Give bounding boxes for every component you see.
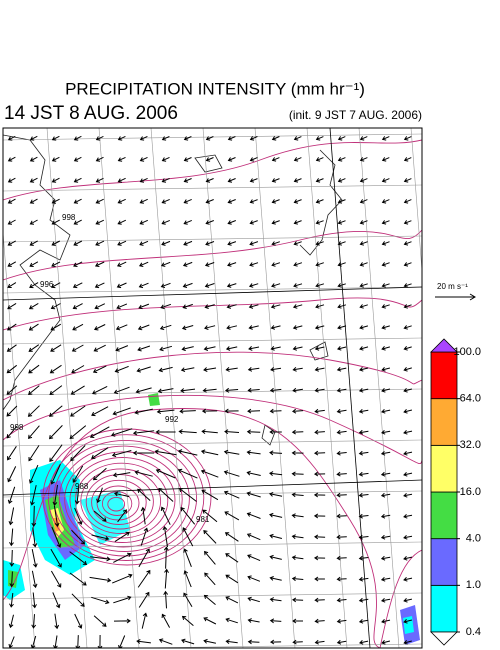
meridian xyxy=(3,228,36,648)
major-parallel xyxy=(3,479,422,496)
parallel xyxy=(3,592,422,600)
isobar xyxy=(379,549,422,648)
isobar-label: 992 xyxy=(165,415,179,424)
isobar xyxy=(3,351,422,401)
coastline xyxy=(299,149,343,256)
map-title: PRECIPITATION INTENSITY (mm hr⁻¹) xyxy=(65,79,365,98)
isobar xyxy=(64,451,183,548)
map-frame xyxy=(2,127,423,649)
major-parallel xyxy=(3,286,422,301)
parallel xyxy=(3,184,422,192)
parallel xyxy=(3,490,422,498)
meridian xyxy=(46,128,88,648)
colorbar-label: 32.0 xyxy=(460,439,481,451)
colorbar-segment xyxy=(430,491,458,540)
colorbar-segment xyxy=(430,351,458,400)
isobar xyxy=(58,445,190,552)
isobar xyxy=(91,479,147,525)
colorbar-label: 1.0 xyxy=(466,579,481,591)
island xyxy=(309,341,329,361)
colorbar-segment xyxy=(430,444,458,493)
major-grid xyxy=(3,128,422,648)
isobar xyxy=(80,468,162,534)
isobar xyxy=(3,394,422,464)
reference-vector-label: 20 m s⁻¹ xyxy=(437,282,468,291)
parallel xyxy=(3,541,422,549)
isobar xyxy=(96,485,140,521)
parallel xyxy=(121,643,422,648)
map-area: 998 996 998 988 981 992 xyxy=(3,128,422,648)
meridian xyxy=(98,128,140,648)
isobar-label: 988 xyxy=(75,482,89,491)
init-time: (init. 9 JST 7 AUG. 2006) xyxy=(289,108,422,122)
colorbar-label: 16.0 xyxy=(460,486,481,498)
isobar xyxy=(3,229,422,281)
colorbar-label: 100.0 xyxy=(453,346,481,358)
lat-lon-grid xyxy=(3,128,422,648)
colorbar-under xyxy=(430,631,458,646)
colorbar-segment xyxy=(430,398,458,446)
isobar-label: 996 xyxy=(40,280,54,289)
meridian xyxy=(150,128,192,648)
colorbar-label: 64.0 xyxy=(460,393,481,405)
isobar xyxy=(47,434,205,561)
coastline xyxy=(3,134,71,411)
meridian xyxy=(306,128,348,648)
valid-time: 14 JST 8 AUG. 2006 xyxy=(4,103,178,124)
parallel xyxy=(3,235,422,243)
colorbar: 0.4 1.0 4.0 16.0 32.0 64.0 100.0 xyxy=(430,338,481,646)
isobar xyxy=(101,491,133,516)
colorbar-label: 4.0 xyxy=(466,533,481,545)
isobars xyxy=(3,139,422,648)
isobar xyxy=(107,496,126,512)
isobar-label: 981 xyxy=(196,515,210,524)
colorbar-segment xyxy=(430,538,458,586)
island xyxy=(194,154,223,173)
isobar-label: 998 xyxy=(62,213,76,222)
colorbar-segment xyxy=(430,584,458,633)
island xyxy=(261,424,276,446)
meridian xyxy=(358,128,400,648)
parallel xyxy=(3,337,422,345)
meridian xyxy=(254,128,296,648)
isobar xyxy=(3,408,381,648)
isobar xyxy=(3,139,422,201)
isobar xyxy=(69,457,176,543)
isobar-label: 998 xyxy=(10,423,24,432)
wind-vectors xyxy=(6,135,413,648)
isobar-labels: 998 996 998 988 981 992 xyxy=(10,213,210,524)
major-meridian xyxy=(329,128,371,648)
parallel xyxy=(3,286,422,294)
colorbar-label: 0.4 xyxy=(466,626,481,638)
reference-vector-arrow xyxy=(435,293,476,301)
meridian xyxy=(410,128,422,275)
isobar xyxy=(42,428,212,566)
parallel xyxy=(3,439,422,447)
colorbar-over xyxy=(430,338,458,353)
